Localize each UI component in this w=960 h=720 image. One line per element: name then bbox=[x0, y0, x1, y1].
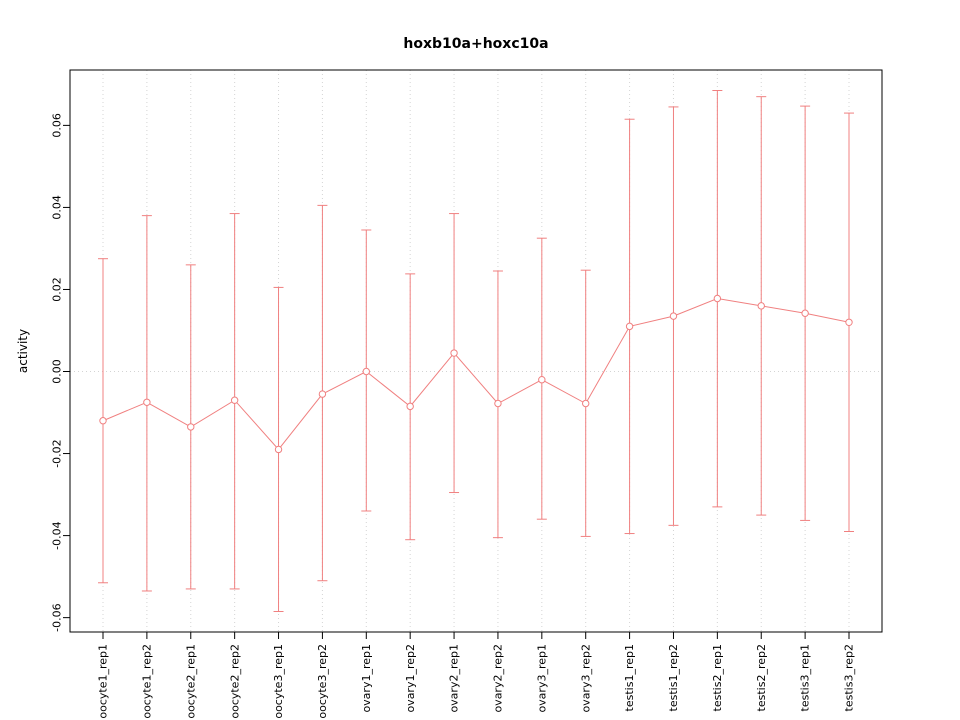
x-tick-label: testis3_rep2 bbox=[843, 644, 856, 711]
data-point bbox=[230, 396, 239, 404]
x-tick-label: oocyte2_rep2 bbox=[228, 644, 241, 719]
x-tick-label: oocyte2_rep1 bbox=[184, 644, 197, 719]
x-tick-label: testis2_rep2 bbox=[755, 644, 768, 711]
y-tick-label: 0.00 bbox=[51, 359, 64, 384]
x-tick-label: ovary1_rep2 bbox=[404, 644, 417, 713]
plot-border bbox=[69, 69, 883, 633]
x-tick-label: testis1_rep1 bbox=[623, 644, 636, 711]
data-point bbox=[318, 390, 327, 398]
data-point bbox=[143, 398, 151, 406]
data-point bbox=[99, 417, 107, 425]
x-tick-label: ovary3_rep1 bbox=[535, 644, 548, 713]
data-point bbox=[538, 376, 546, 384]
x-tick-label: ovary3_rep2 bbox=[579, 644, 592, 713]
y-tick-label: -0.06 bbox=[51, 603, 64, 631]
series-group bbox=[98, 90, 854, 612]
data-point bbox=[845, 318, 853, 326]
y-tick-label: -0.04 bbox=[51, 521, 64, 549]
data-point bbox=[669, 312, 678, 320]
y-tick-label: 0.06 bbox=[51, 113, 64, 138]
y-tick-label: 0.04 bbox=[51, 195, 64, 220]
data-point bbox=[406, 402, 414, 411]
x-tick-label: oocyte1_rep1 bbox=[97, 644, 110, 719]
data-point bbox=[757, 302, 765, 310]
data-point bbox=[713, 294, 722, 303]
data-point bbox=[187, 423, 195, 431]
series-line bbox=[102, 297, 850, 451]
x-tick-label: ovary2_rep1 bbox=[448, 644, 461, 713]
y-tick-label: -0.02 bbox=[51, 439, 64, 467]
x-tick-label: ovary2_rep2 bbox=[492, 644, 505, 713]
y-axis-label: activity bbox=[16, 329, 30, 373]
data-point bbox=[362, 367, 370, 376]
data-point bbox=[801, 309, 809, 317]
grid-group bbox=[70, 70, 882, 632]
axes-group: -0.06 -0.04 -0.02 0.00 0.02 0.04 0.06 oocyte1_r… bbox=[51, 69, 883, 719]
x-tick-label: testis2_rep1 bbox=[711, 644, 724, 711]
x-tick-label: testis3_rep1 bbox=[799, 644, 812, 711]
data-point bbox=[582, 399, 590, 408]
x-tick-label: testis1_rep2 bbox=[667, 644, 680, 711]
y-tick-label: 0.02 bbox=[51, 277, 64, 302]
data-point bbox=[274, 445, 283, 454]
data-point bbox=[450, 349, 458, 357]
x-tick-label: oocyte1_rep2 bbox=[141, 644, 154, 719]
chart-title: hoxb10a+hoxc10a bbox=[403, 36, 548, 52]
x-tick-label: oocyte3_rep1 bbox=[272, 644, 285, 719]
x-tick-label: oocyte3_rep2 bbox=[316, 644, 329, 719]
data-point bbox=[494, 399, 502, 408]
data-point bbox=[625, 322, 634, 331]
x-tick-label: ovary1_rep1 bbox=[360, 644, 373, 713]
